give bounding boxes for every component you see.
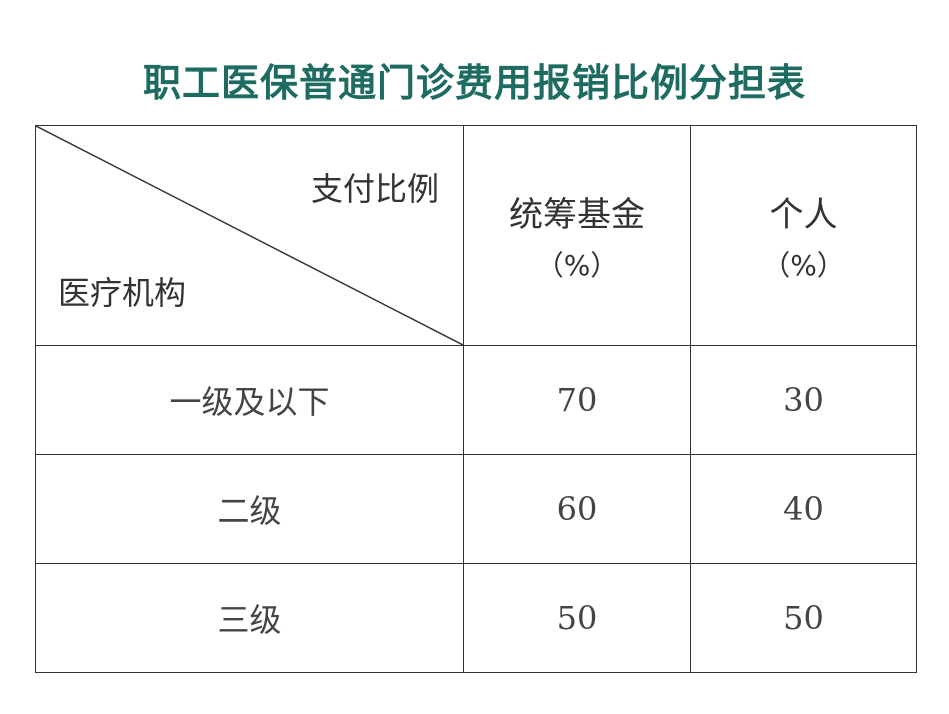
reimbursement-table: 支付比例 医疗机构 统筹基金 （%） 个人 （%） 一级及以下 70 30 二级… bbox=[35, 125, 917, 673]
payment-ratio-label: 支付比例 bbox=[310, 170, 439, 208]
institution-label: 医疗机构 bbox=[58, 274, 187, 312]
table-row: 三级 50 50 bbox=[35, 563, 917, 673]
fund-cell: 50 bbox=[463, 563, 691, 673]
column-label: 统筹基金 bbox=[509, 195, 645, 235]
column-header-fund: 统筹基金 （%） bbox=[463, 125, 691, 346]
column-label: 个人 bbox=[769, 195, 838, 235]
personal-cell: 40 bbox=[690, 454, 917, 564]
column-header-personal: 个人 （%） bbox=[690, 125, 917, 346]
fund-cell: 70 bbox=[463, 345, 691, 455]
column-unit: （%） bbox=[762, 249, 845, 282]
page-title: 职工医保普通门诊费用报销比例分担表 bbox=[142, 61, 806, 105]
institution-cell: 二级 bbox=[35, 454, 464, 564]
diagonal-divider bbox=[36, 126, 463, 345]
personal-cell: 50 bbox=[690, 563, 917, 673]
corner-cell: 支付比例 医疗机构 bbox=[35, 125, 464, 346]
personal-cell: 30 bbox=[690, 345, 917, 455]
header-row: 支付比例 医疗机构 统筹基金 （%） 个人 （%） bbox=[35, 125, 917, 346]
institution-cell: 三级 bbox=[35, 563, 464, 673]
column-unit: （%） bbox=[535, 249, 619, 282]
table-row: 一级及以下 70 30 bbox=[35, 345, 917, 455]
institution-cell: 一级及以下 bbox=[35, 345, 464, 455]
fund-cell: 60 bbox=[463, 454, 691, 564]
table-row: 二级 60 40 bbox=[35, 454, 917, 564]
